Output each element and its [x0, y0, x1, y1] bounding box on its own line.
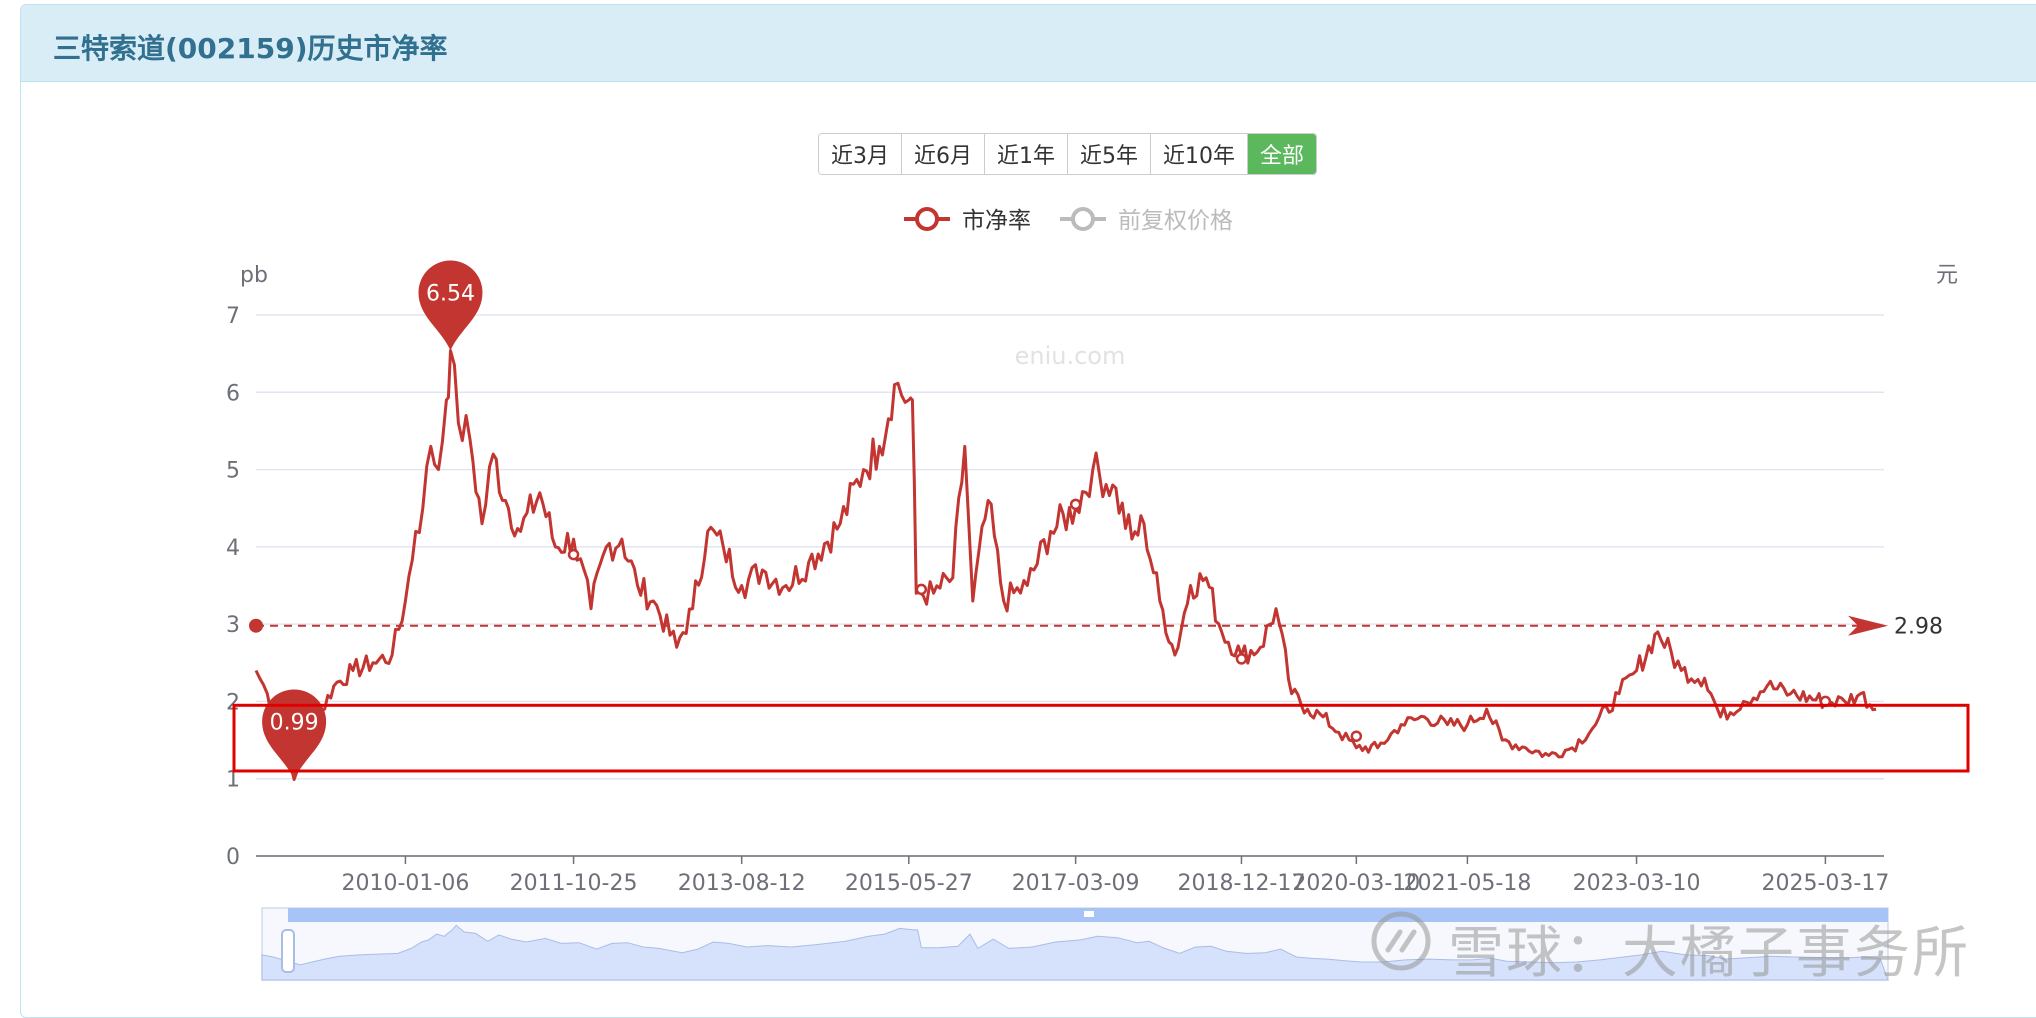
pb-point-marker	[567, 548, 580, 561]
zoom-preview-area	[261, 924, 1889, 981]
average-line-start	[249, 618, 263, 633]
average-line-label: 2.98	[1894, 615, 1943, 640]
site-watermark: eniu.com	[1015, 342, 1126, 370]
max-marker-label: 6.54	[426, 282, 475, 307]
pb-point-marker	[1350, 730, 1363, 742]
y-tick-label: 4	[226, 536, 240, 561]
x-tick-label: 2017-03-09	[1012, 871, 1140, 896]
y-tick-label: 7	[226, 304, 240, 329]
range-button-group: 近3月 近6月 近1年 近5年 近10年 全部	[818, 133, 1318, 175]
highlight-box	[232, 703, 1970, 773]
x-tick-label: 2015-05-27	[845, 871, 973, 896]
range-button-1[interactable]: 近6月	[902, 134, 985, 174]
y-tick-label: 6	[226, 381, 240, 406]
watermark-credit: 雪球：大橘子事务所	[1448, 921, 1970, 986]
range-button-2[interactable]: 近1年	[985, 134, 1068, 174]
min-marker-label: 0.99	[270, 710, 319, 735]
legend-label-1[interactable]: 前复权价格	[1118, 208, 1233, 234]
pb-series-line	[254, 349, 1877, 781]
legend-label-0[interactable]: 市净率	[962, 208, 1031, 234]
xueqiu-logo-icon	[1371, 911, 1431, 971]
x-tick-label: 2011-10-25	[510, 871, 638, 896]
min-marker-pin-icon	[262, 689, 327, 780]
x-tick-label: 2021-05-18	[1403, 871, 1531, 896]
range-button-4[interactable]: 近10年	[1151, 134, 1248, 174]
page-title: 三特索道(002159)历史市净率	[53, 32, 448, 65]
y-left-axis-label: pb	[240, 263, 268, 288]
average-line-arrow-icon	[1848, 615, 1888, 636]
chart-panel: 三特索道(002159)历史市净率	[20, 4, 2036, 1018]
x-tick-label: 2025-03-17	[1761, 871, 1889, 896]
y-tick-label: 1	[226, 768, 240, 793]
zoom-drag-grip-icon[interactable]	[1084, 911, 1094, 917]
range-button-3[interactable]: 近5年	[1068, 134, 1151, 174]
pb-point-marker	[1235, 653, 1248, 665]
y-tick-label: 3	[226, 613, 240, 638]
y-tick-label: 2	[226, 690, 240, 715]
panel-header: 三特索道(002159)历史市净率	[21, 5, 2036, 82]
x-tick-label: 2020-03-10	[1292, 871, 1420, 896]
y-tick-label: 0	[226, 845, 240, 870]
pb-point-marker	[915, 583, 928, 596]
x-tick-label: 2013-08-12	[678, 871, 806, 896]
x-tick-label: 2023-03-10	[1573, 871, 1701, 896]
x-tick-label: 2010-01-06	[342, 871, 470, 896]
zoom-handle-left[interactable]	[281, 929, 295, 973]
y-right-axis-label: 元	[1936, 263, 1958, 288]
legend-marker-0[interactable]	[915, 207, 939, 231]
legend-marker-1[interactable]	[1071, 207, 1095, 231]
range-button-0[interactable]: 近3月	[819, 134, 902, 174]
max-marker-pin-icon	[418, 260, 483, 351]
y-tick-label: 5	[226, 459, 240, 484]
x-tick-label: 2018-12-17	[1178, 871, 1306, 896]
pb-point-marker	[1069, 498, 1082, 511]
range-button-5[interactable]: 全部	[1248, 134, 1317, 174]
